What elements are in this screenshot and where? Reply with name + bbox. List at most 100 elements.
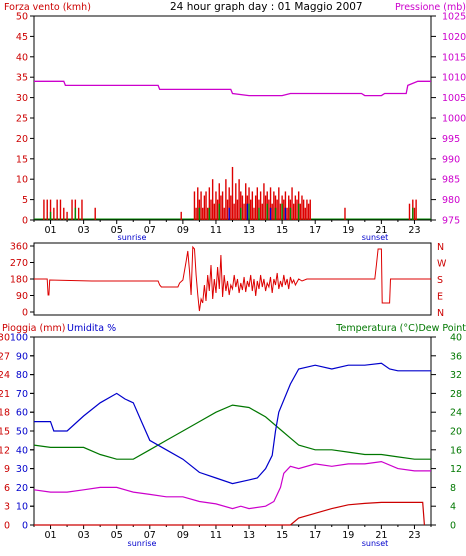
p1-x-label: 03 — [78, 225, 90, 236]
humidity-y-label: 60 — [16, 408, 28, 419]
dewpoint-line — [33, 460, 431, 510]
humidity-y-label: 20 — [16, 483, 28, 494]
p3-x-label: 21 — [375, 530, 387, 541]
wind-y-ticks: 0 5 10 15 20 25 30 35 40 45 50 — [16, 12, 34, 227]
p3-x-label: 13 — [243, 530, 255, 541]
wind-y-label: 50 — [16, 12, 28, 23]
humidity-y-label: 40 — [16, 445, 28, 456]
rain-line — [34, 501, 425, 526]
wind-y-label: 15 — [16, 154, 28, 165]
temperature-y-label: 36 — [450, 351, 462, 362]
direction-y-label: 270 — [10, 258, 28, 269]
p3-x-label: 09 — [177, 530, 189, 541]
sunset-label: sunset — [362, 233, 389, 242]
compass-label: N — [437, 308, 444, 319]
wind-y-label: 10 — [16, 175, 28, 186]
humidity-temperature-marks — [33, 362, 431, 526]
p1-x-label: 15 — [276, 225, 288, 236]
p3-x-label: 23 — [408, 530, 420, 541]
wind-pressure-marks — [34, 80, 431, 220]
p1-x-label: 11 — [210, 225, 222, 236]
humidity-y-label: 90 — [16, 351, 28, 362]
rain-y-label: 18 — [0, 408, 10, 419]
rain-y-label: 6 — [4, 483, 10, 494]
rain-y-label: 9 — [4, 464, 10, 475]
wind-y-label: 5 — [22, 195, 28, 206]
compass-label: E — [437, 292, 443, 303]
p3-x-label: 11 — [210, 530, 222, 541]
wind-y-label: 0 — [22, 216, 28, 227]
humidity-y-label: 100 — [10, 333, 28, 344]
rain-y-label: 3 — [4, 502, 10, 513]
pressure-y-label: 1025 — [442, 12, 466, 23]
p3-x-label: 19 — [342, 530, 354, 541]
rain-y-label: 21 — [0, 389, 10, 400]
temperature-y-label: 0 — [450, 521, 456, 532]
chart-title: 24 hour graph day : 01 Maggio 2007 — [170, 1, 363, 13]
p3-x-label: 03 — [78, 530, 90, 541]
humidity-y-label: 70 — [16, 389, 28, 400]
pressure-axis-label: Pressione (mb) — [395, 2, 466, 13]
wind-y-label: 25 — [16, 114, 28, 125]
compass-label: N — [437, 242, 444, 253]
humidity-y-label: 0 — [22, 521, 28, 532]
pressure-y-ticks: 975 980 985 990 995 1000 1005 1010 1015 1020 1025 — [431, 12, 466, 227]
wind-axis-label: Forza vento (kmh) — [4, 2, 91, 13]
p3-x-label: 07 — [144, 530, 156, 541]
rain-y-label: 12 — [0, 445, 10, 456]
p1-x-label: 21 — [375, 225, 387, 236]
direction-marks — [34, 245, 431, 312]
pressure-y-label: 1010 — [442, 73, 466, 84]
temperature-y-label: 24 — [450, 408, 462, 419]
wind-y-label: 40 — [16, 52, 28, 63]
compass-label: W — [437, 259, 447, 270]
wind-y-label: 20 — [16, 134, 28, 145]
rain-y-label: 0 — [4, 521, 10, 532]
humidity-y-ticks: 0 10 20 30 40 50 60 70 80 90 100 — [10, 333, 34, 532]
temperature-axis-label: Temperatura (°C)Dew Point — [335, 323, 466, 334]
temperature-y-label: 16 — [450, 445, 462, 456]
pressure-y-label: 1020 — [442, 32, 466, 43]
direction-y-label: 360 — [10, 242, 28, 253]
humidity-axis-label: Umidita % — [67, 323, 116, 334]
p1-x-ticks: 01 03 05 07 09 11 13 15 17 19 21 23 — [33, 220, 432, 236]
rain-y-label: 30 — [0, 333, 10, 344]
humidity-y-label: 50 — [16, 427, 28, 438]
p1-x-label: 01 — [44, 225, 56, 236]
p3-x-label: 05 — [111, 530, 123, 541]
wind-pressure-panel: Forza vento (kmh) 24 hour graph day : 01… — [4, 1, 466, 242]
direction-y-label: 90 — [16, 291, 28, 302]
direction-y-label: 180 — [10, 275, 28, 286]
humidity-y-label: 10 — [16, 502, 28, 513]
direction-y-ticks: 0 90 180 270 360 — [10, 242, 34, 319]
p1-x-label: 13 — [243, 225, 255, 236]
sunset-label-bottom: sunset — [362, 539, 389, 548]
wind-y-label: 30 — [16, 93, 28, 104]
compass-label: S — [437, 275, 443, 286]
rain-y-label: 15 — [0, 427, 10, 438]
p3-x-ticks: 01 03 05 07 09 11 13 15 17 19 21 23 — [33, 525, 432, 541]
p1-x-label: 19 — [342, 225, 354, 236]
p1-x-label: 07 — [144, 225, 156, 236]
p3-x-label: 15 — [276, 530, 288, 541]
sunrise-label: sunrise — [118, 233, 147, 242]
pressure-y-label: 1005 — [442, 93, 466, 104]
rain-y-label: 24 — [0, 370, 10, 381]
p3-x-label: 17 — [309, 530, 321, 541]
wind-y-label: 35 — [16, 73, 28, 84]
temperature-y-label: 20 — [450, 427, 462, 438]
p1-x-label: 23 — [408, 225, 420, 236]
pressure-y-label: 1015 — [442, 52, 466, 63]
temperature-line — [33, 404, 431, 460]
temperature-y-label: 8 — [450, 483, 456, 494]
direction-y-label: 0 — [22, 308, 28, 319]
temperature-y-ticks: 0 4 8 12 16 20 24 28 32 36 40 — [431, 333, 462, 532]
pressure-y-label: 985 — [442, 175, 460, 186]
pressure-y-label: 980 — [442, 195, 460, 206]
humidity-line — [34, 362, 431, 485]
pressure-y-label: 990 — [442, 154, 460, 165]
sunrise-label-bottom: sunrise — [128, 539, 157, 548]
